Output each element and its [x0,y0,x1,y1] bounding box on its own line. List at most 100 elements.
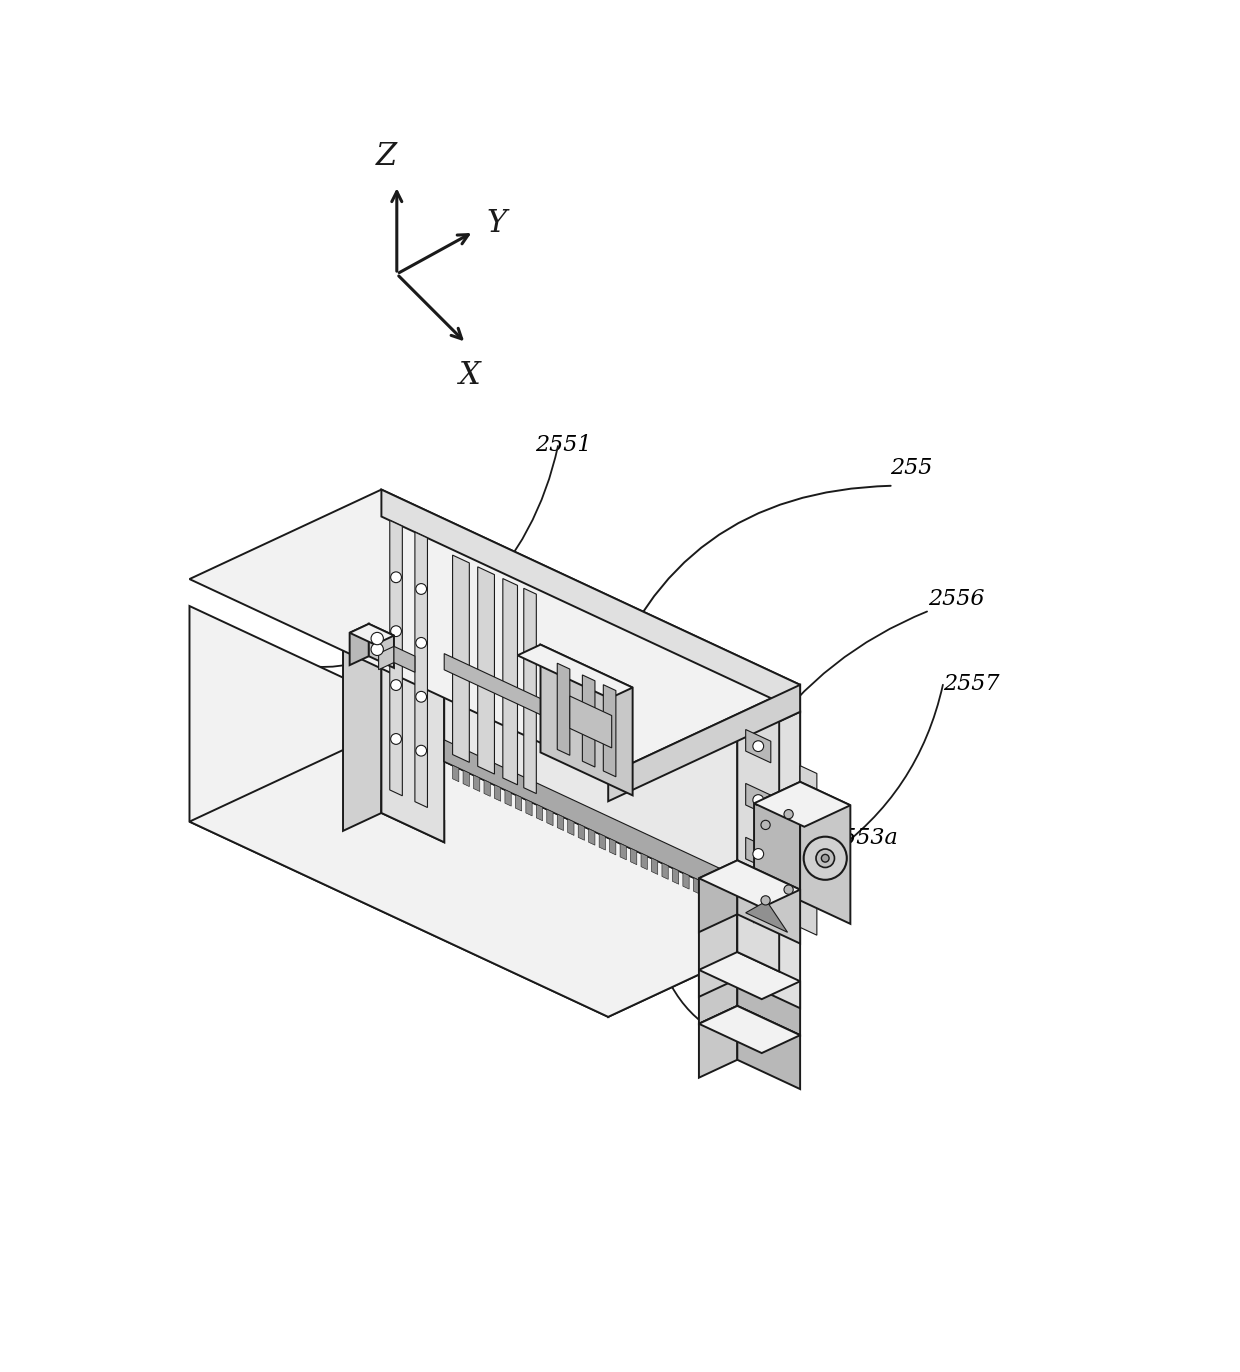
Polygon shape [683,873,689,889]
Polygon shape [444,740,738,899]
Circle shape [821,855,830,862]
Text: 2554: 2554 [459,881,515,903]
Polygon shape [738,860,800,944]
Circle shape [761,820,770,830]
Polygon shape [517,645,632,698]
Polygon shape [699,952,800,999]
Polygon shape [382,516,444,842]
Circle shape [391,679,402,690]
Text: X: X [459,361,481,391]
Polygon shape [394,646,415,672]
Polygon shape [704,882,711,899]
Polygon shape [754,782,851,827]
Polygon shape [620,844,626,860]
Polygon shape [610,838,616,855]
Polygon shape [738,682,800,1008]
Polygon shape [368,624,394,668]
Polygon shape [343,792,382,831]
Polygon shape [190,606,608,1017]
Polygon shape [350,624,368,665]
Polygon shape [672,868,678,884]
Polygon shape [754,782,800,922]
Polygon shape [745,837,771,871]
Polygon shape [699,682,800,730]
Polygon shape [745,892,771,925]
Text: Z: Z [376,141,397,173]
Polygon shape [415,532,428,808]
Circle shape [753,848,764,859]
Circle shape [753,903,764,914]
Polygon shape [630,848,637,864]
Circle shape [391,572,402,583]
Polygon shape [738,1006,800,1089]
Text: 2552a: 2552a [216,650,285,672]
Polygon shape [699,1006,738,1077]
Polygon shape [547,809,553,826]
Polygon shape [378,646,394,670]
Text: Y: Y [486,209,506,240]
Circle shape [371,632,383,645]
Polygon shape [350,624,394,645]
Circle shape [415,745,427,756]
Polygon shape [738,682,779,971]
Polygon shape [190,490,800,774]
Circle shape [761,896,770,906]
Circle shape [415,691,427,702]
Polygon shape [444,546,738,899]
Circle shape [784,809,794,819]
Polygon shape [651,858,657,874]
Text: 2557: 2557 [944,672,999,694]
Polygon shape [463,770,469,786]
Text: 2555: 2555 [543,696,600,718]
Polygon shape [568,819,574,836]
Circle shape [415,583,427,594]
Polygon shape [699,952,738,1024]
Polygon shape [537,804,543,820]
Polygon shape [693,878,699,895]
Polygon shape [477,567,495,774]
Circle shape [371,643,383,656]
Polygon shape [343,516,382,831]
Circle shape [391,626,402,637]
Polygon shape [484,779,490,796]
Text: 2552: 2552 [216,711,273,733]
Polygon shape [714,888,720,904]
Circle shape [753,794,764,805]
Polygon shape [382,792,444,842]
Polygon shape [578,825,584,840]
Text: 2551: 2551 [536,434,591,456]
Polygon shape [495,785,501,801]
Polygon shape [523,589,537,793]
Polygon shape [526,800,532,816]
Polygon shape [745,901,787,933]
Polygon shape [707,682,779,716]
Polygon shape [382,490,800,712]
Polygon shape [570,696,611,748]
Polygon shape [474,775,480,792]
Polygon shape [190,733,800,1017]
Polygon shape [557,814,563,830]
Polygon shape [800,766,817,936]
Text: 2553a: 2553a [828,827,898,849]
Polygon shape [699,860,800,907]
Polygon shape [604,685,616,777]
Polygon shape [589,829,595,845]
Text: 255: 255 [889,457,932,479]
Polygon shape [453,556,469,763]
Polygon shape [699,682,738,997]
Text: 2556: 2556 [928,589,985,611]
Polygon shape [641,853,647,870]
Circle shape [753,741,764,752]
Polygon shape [444,653,590,738]
Polygon shape [516,794,522,811]
Polygon shape [608,712,800,1017]
Polygon shape [343,516,444,564]
Text: 2553: 2553 [635,966,692,988]
Polygon shape [608,685,800,801]
Polygon shape [699,860,738,932]
Circle shape [391,734,402,745]
Circle shape [804,837,847,879]
Polygon shape [800,782,851,923]
Polygon shape [662,863,668,879]
Polygon shape [599,834,605,851]
